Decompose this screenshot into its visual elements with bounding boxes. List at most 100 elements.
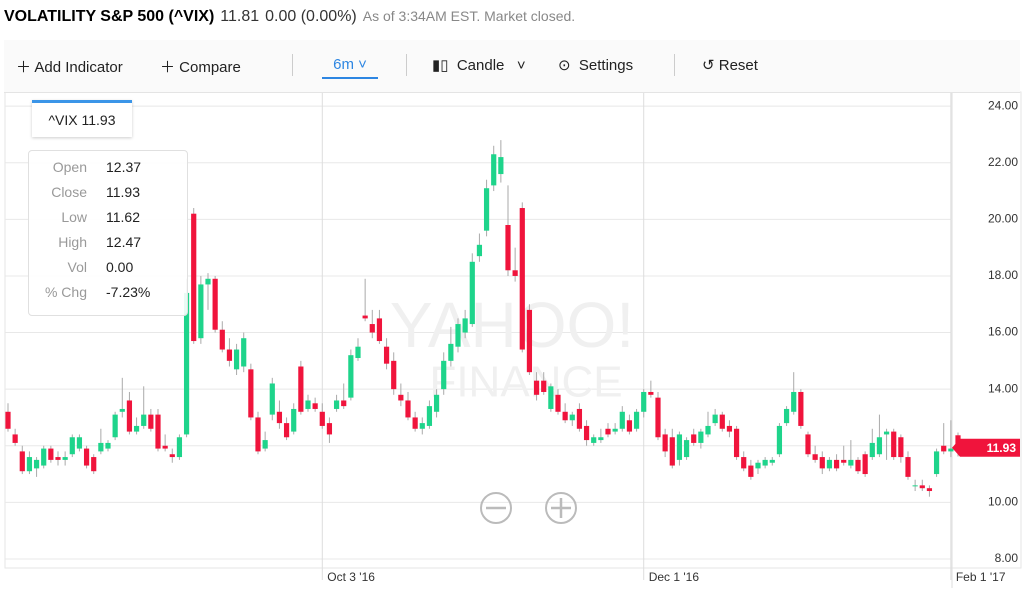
- candle-body: [483, 188, 490, 231]
- range-button[interactable]: 6m ˅: [322, 56, 378, 79]
- candle-body: [219, 329, 225, 350]
- candle-body: [762, 459, 768, 466]
- y-tick-label: 8.00: [995, 551, 1019, 565]
- candle-body: [569, 414, 575, 421]
- label: Compare: [179, 59, 241, 76]
- y-tick-label: 20.00: [988, 212, 1018, 226]
- chart-type-button[interactable]: ▮▯ Candle ˅: [432, 57, 526, 74]
- candle-body: [583, 425, 590, 441]
- compare-button[interactable]: ＋ Compare: [160, 59, 241, 76]
- info-value: 12.37: [106, 159, 142, 175]
- candle-body: [876, 437, 883, 455]
- info-label: % Chg: [44, 284, 87, 300]
- candle-body: [648, 391, 654, 395]
- candle-body: [5, 411, 11, 429]
- candle-body: [162, 445, 168, 449]
- toolbar: ＋ Add Indicator ＋ Compare 6m ˅ ▮▯ Candle…: [4, 40, 1020, 93]
- candle-body: [226, 349, 233, 361]
- candle-body: [183, 292, 190, 435]
- candle-body: [541, 380, 547, 392]
- candle-body: [169, 454, 175, 458]
- candle-body: [919, 485, 925, 489]
- info-row: Vol 0.00: [29, 259, 187, 284]
- candle-body: [241, 338, 247, 367]
- candle-body: [555, 394, 561, 412]
- candle-body: [533, 380, 540, 395]
- reset-button[interactable]: ↺ Reset: [702, 57, 758, 74]
- candle-body: [819, 457, 825, 469]
- zoom-in-button[interactable]: [545, 492, 577, 524]
- candle-body: [376, 318, 383, 342]
- candle-body: [526, 309, 533, 373]
- header: VOLATILITY S&P 500 (^VIX) 11.81 0.00 (0.00…: [4, 8, 575, 26]
- candle-body: [691, 434, 697, 443]
- candle-body: [805, 434, 811, 455]
- candle-body: [633, 411, 640, 429]
- candle-body: [948, 448, 954, 452]
- info-row: High 12.47: [29, 234, 187, 259]
- candle-body: [176, 437, 183, 458]
- candle-body: [476, 244, 483, 257]
- candle-body: [712, 414, 718, 424]
- candle-body: [155, 414, 161, 449]
- add-indicator-button[interactable]: ＋ Add Indicator: [16, 59, 123, 76]
- candle-body: [355, 346, 361, 359]
- candle-body: [41, 448, 47, 466]
- candle-body: [33, 459, 40, 469]
- candle-body: [426, 406, 433, 426]
- info-value: 0.00: [106, 259, 134, 275]
- candle-body: [419, 423, 425, 429]
- y-tick-label: 14.00: [988, 381, 1018, 395]
- label: Reset: [718, 57, 758, 74]
- last-price-label: 11.93: [987, 441, 1017, 455]
- candle-body: [262, 440, 268, 449]
- candle-body: [933, 451, 940, 475]
- candle-body: [441, 360, 447, 390]
- candle-body: [383, 346, 390, 364]
- candle-body: [741, 457, 747, 469]
- candle-body: [276, 411, 283, 424]
- candle-body: [255, 417, 261, 452]
- candle-body: [519, 208, 525, 350]
- candle-body: [433, 394, 440, 412]
- candle-body: [905, 457, 911, 477]
- candle-body: [891, 431, 897, 458]
- watermark: FINANCE: [429, 358, 622, 407]
- price: 11.81: [220, 8, 260, 25]
- status: As of 3:34AM EST. Market closed.: [362, 8, 576, 24]
- candle-body: [112, 414, 118, 438]
- candle-body: [205, 278, 211, 285]
- candle-body: [776, 425, 783, 455]
- candle-body: [319, 411, 325, 426]
- candle-body: [405, 400, 411, 418]
- candle-body: [55, 457, 61, 460]
- candle-body: [412, 417, 418, 429]
- candle-body: [62, 457, 68, 460]
- candle-body: [326, 423, 333, 435]
- info-value: 11.93: [106, 184, 140, 200]
- info-label: Vol: [67, 259, 87, 275]
- y-tick-label: 22.00: [988, 155, 1018, 169]
- title: VOLATILITY S&P 500 (^VIX): [4, 8, 215, 25]
- zoom-out-button[interactable]: [480, 492, 512, 524]
- candle-body: [291, 408, 297, 432]
- x-tick-label: Feb 1 '17: [956, 570, 1006, 584]
- candle-body: [455, 324, 461, 347]
- candle-body: [233, 349, 240, 370]
- candle-body: [312, 403, 318, 409]
- candle-body: [626, 420, 633, 432]
- y-tick-label: 16.00: [988, 325, 1018, 339]
- candle-body: [26, 457, 33, 472]
- candle-body: [141, 414, 147, 426]
- candle-body: [469, 261, 475, 325]
- candle-body: [733, 428, 740, 458]
- candle-body: [619, 411, 625, 429]
- candle-body: [883, 431, 890, 435]
- candle-body: [362, 315, 368, 319]
- candle-body: [926, 488, 933, 492]
- candle-body: [191, 213, 197, 342]
- candle-body: [855, 459, 861, 472]
- settings-button[interactable]: ⊙ Settings: [558, 57, 634, 74]
- candle-body: [198, 284, 204, 339]
